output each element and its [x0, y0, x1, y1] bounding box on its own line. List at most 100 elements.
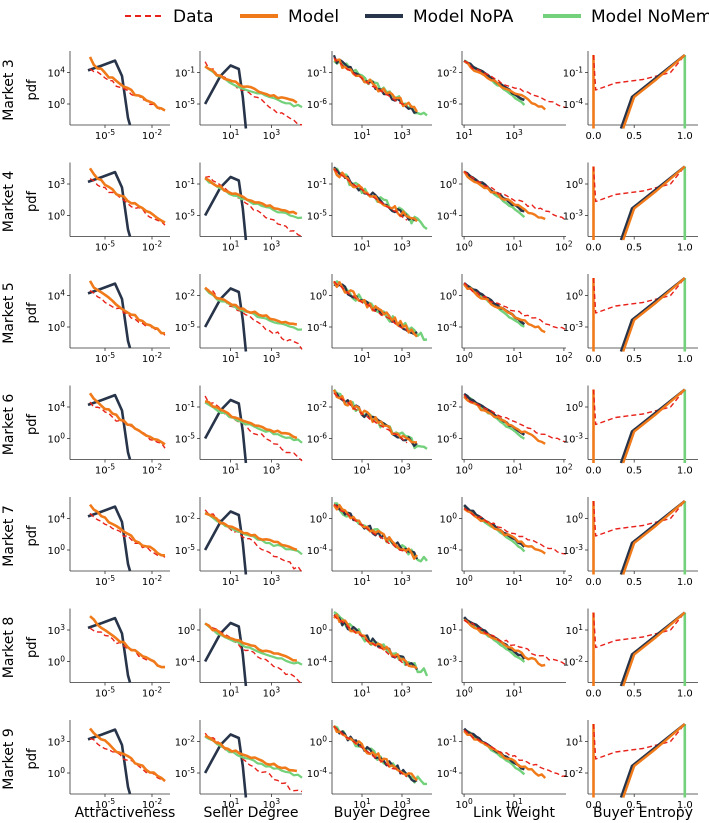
series-data — [592, 612, 686, 649]
series-data — [592, 54, 686, 91]
panel-market-5-buyer-degree: 100 10-4 101 103 — [307, 274, 432, 365]
panel-market-3-link-weight: 10-2 10-6 101 103 — [437, 51, 567, 142]
y-tick-label: 10-3 — [563, 543, 583, 557]
y-tick-label: 10-1 — [175, 177, 195, 191]
series-model — [88, 392, 166, 446]
y-tick-label: 100 — [47, 655, 65, 669]
x-tick-label: 10-5 — [95, 463, 115, 477]
y-tick-label: 10-2 — [175, 289, 195, 303]
y-tick-label: 100 — [439, 512, 457, 526]
x-tick-label: 10-2 — [142, 797, 162, 811]
y-tick-label: 10-5 — [307, 209, 327, 223]
series-data — [592, 500, 686, 537]
x-tick-label: 102 — [555, 240, 573, 254]
y-tick-label: 10-4 — [563, 97, 583, 111]
x-tick-label: 103 — [263, 686, 281, 700]
legend-label-model-nopa: Model NoPA — [413, 7, 514, 27]
x-tick-label: 101 — [505, 351, 523, 365]
x-tick-label: 10-2 — [142, 240, 162, 254]
y-tick-label: 10-6 — [307, 97, 327, 111]
x-tick-label: 101 — [505, 797, 523, 811]
x-tick-label: 100 — [455, 351, 473, 365]
y-tick-label: 100 — [309, 512, 327, 526]
series-model — [463, 170, 546, 221]
x-tick-label: 1.0 — [677, 689, 693, 700]
y-tick-label: 100 — [439, 177, 457, 191]
series-model-nopa — [87, 393, 132, 460]
y-tick-label: 100 — [309, 735, 327, 749]
y-tick-label: 100 — [309, 289, 327, 303]
series-model — [622, 611, 686, 687]
panel-market-3-buyer-entropy: 10-1 10-4 0.0 0.5 1.0 — [563, 51, 698, 142]
y-axis-title: pdf — [25, 191, 40, 213]
panel-market-7-link-weight: 100 10-4 100 101 102 — [437, 497, 573, 588]
x-tick-label: 102 — [555, 463, 573, 477]
x-tick-label: 1.0 — [677, 354, 693, 365]
series-data — [463, 729, 567, 777]
series-model-nomem — [204, 65, 303, 109]
series-data — [463, 507, 567, 555]
x-tick-label: 103 — [263, 797, 281, 811]
series-model — [622, 723, 686, 798]
y-tick-label: 101 — [439, 623, 457, 637]
y-axis-title: pdf — [25, 637, 40, 659]
x-tick-label: 103 — [393, 351, 411, 365]
series-model — [463, 60, 546, 111]
panel-market-3-attractiveness: 104 100 10-5 10-2 pdf — [25, 51, 170, 142]
x-tick-label: 1.0 — [677, 577, 693, 588]
panel-market-7-buyer-entropy: 100 10-3 0.0 0.5 1.0 — [563, 497, 698, 588]
x-tick-label: 10-2 — [142, 686, 162, 700]
x-tick-label: 10-5 — [95, 797, 115, 811]
series-model — [204, 177, 298, 216]
series-model — [463, 507, 546, 555]
series-data — [592, 723, 686, 760]
row-label-market-5: Market 5 — [1, 282, 17, 343]
series-data — [592, 389, 686, 426]
panel-market-8-attractiveness: 103 100 10-5 10-2 pdf — [25, 608, 170, 700]
x-tick-label: 101 — [222, 240, 240, 254]
panel-market-5-buyer-entropy: 100 10-3 0.0 0.5 1.0 — [563, 274, 698, 365]
series-data — [333, 168, 408, 221]
y-tick-label: 100 — [177, 623, 195, 637]
series-data — [204, 509, 303, 573]
x-tick-label: 101 — [505, 574, 523, 588]
y-tick-label: 10-4 — [175, 655, 195, 669]
series-data — [463, 170, 567, 222]
y-tick-label: 10-4 — [437, 320, 457, 334]
series-model-nomem — [204, 287, 303, 331]
x-tick-label: 10-5 — [95, 240, 115, 254]
x-tick-label: 0.5 — [626, 800, 642, 811]
x-tick-label: 10-5 — [95, 351, 115, 365]
panel-market-8-seller-degree: 100 10-4 101 103 — [175, 608, 303, 700]
panel-market-5-seller-degree: 10-2 10-5 101 103 — [175, 274, 303, 365]
x-tick-label: 10-2 — [142, 463, 162, 477]
x-tick-label: 10-2 — [142, 128, 162, 142]
panel-market-6-seller-degree: 10-1 10-5 101 103 — [175, 385, 303, 477]
y-tick-label: 104 — [47, 289, 65, 303]
x-tick-label: 103 — [393, 574, 411, 588]
panel-market-7-seller-degree: 10-2 10-5 101 103 — [175, 497, 303, 588]
y-tick-label: 100 — [47, 320, 65, 334]
panel-market-8-link-weight: 101 10-3 100 101 — [437, 608, 567, 700]
y-axis-title: pdf — [25, 525, 40, 547]
series-model — [332, 504, 418, 560]
y-tick-label: 100 — [309, 623, 327, 637]
x-tick-label: 100 — [455, 797, 473, 811]
x-tick-label: 103 — [263, 240, 281, 254]
y-tick-label: 104 — [47, 66, 65, 80]
series-model-nopa — [87, 170, 132, 237]
row-label-market-7: Market 7 — [1, 505, 17, 566]
y-tick-label: 10-1 — [307, 66, 327, 80]
series-model — [88, 727, 166, 782]
series-model-nopa — [87, 505, 132, 572]
y-tick-label: 10-5 — [175, 432, 195, 446]
series-model — [204, 399, 298, 440]
y-tick-label: 103 — [47, 177, 65, 191]
x-tick-label: 101 — [353, 128, 371, 142]
series-data — [333, 725, 408, 778]
x-tick-label: 101 — [353, 797, 371, 811]
y-tick-label: 10-2 — [563, 655, 583, 669]
series-model — [204, 286, 298, 326]
x-tick-label: 0.0 — [586, 800, 602, 811]
